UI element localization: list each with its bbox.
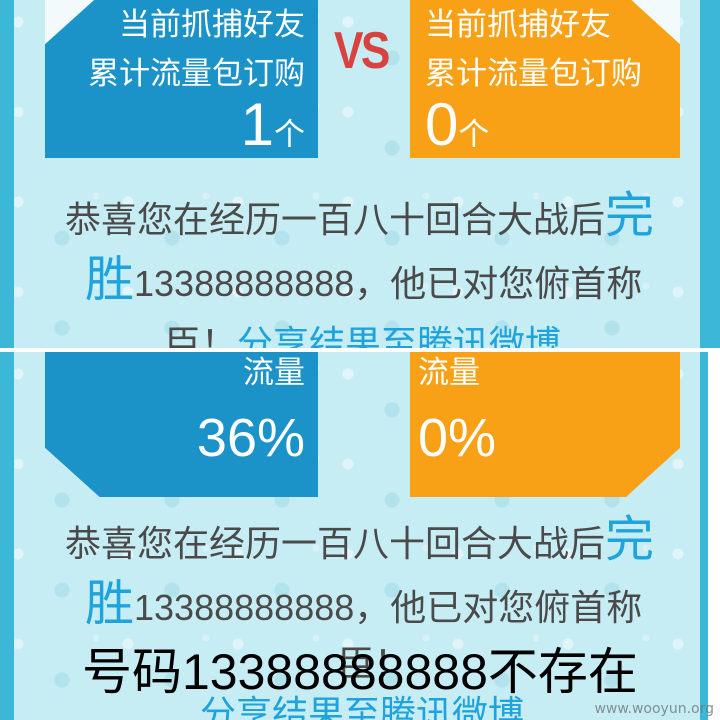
card-background [45,0,318,158]
friend-result-card: 当前抓捕好友 累计流量包订购 0个 [410,0,680,158]
vs-label: VS [334,22,390,80]
card-background [410,0,680,158]
result-message-line1: 恭喜您在经历一百八十回合大战后完 [65,188,654,248]
my-result-card: 当前抓捕好友 累计流量包订购 1个 [45,0,318,158]
right-white-strip [708,352,720,720]
card-subtitle: 累计流量包订购 [425,56,642,91]
left-border [0,0,14,348]
error-toast: 号码13388888888不存在 [82,644,638,700]
result-message-line3: 臣！分享结果至腾讯微博 [165,316,561,348]
message-text: 恭喜您在经历一百八十回合大战后 [65,523,606,564]
card-title: 当前抓捕好友 [119,7,305,42]
right-border [700,0,720,348]
count-unit: 个 [274,117,305,152]
message-text: 臣！ [165,323,238,348]
message-text: 恭喜您在经历一百八十回合大战后 [65,199,606,240]
my-traffic-card: 流量 36% [45,352,318,497]
share-to-weibo-link[interactable]: 分享结果至腾讯微博 [237,323,562,348]
message-text: 13388888888，他已对您俯首称 [134,587,643,628]
message-text: 13388888888，他已对您俯首称 [134,263,643,304]
message-highlight: 完 [605,513,655,567]
result-message-line2: 胜13388888888，他已对您俯首称 [85,576,642,636]
result-message-line4: 分享结果至腾讯微博 [200,686,524,720]
left-border [0,352,14,720]
message-highlight: 完 [605,189,655,243]
card-background [45,352,318,497]
card-subtitle: 累计流量包订购 [88,56,305,91]
share-to-weibo-link[interactable]: 分享结果至腾讯微博 [200,693,525,720]
watermark: www.wooyun.org [594,701,714,717]
result-message-line2: 胜13388888888，他已对您俯首称 [85,252,642,312]
card-count: 1个 [241,94,305,166]
friend-traffic-card: 流量 0% [410,352,680,497]
count-value: 0 [425,91,459,158]
bottom-panel: 流量 36% 流量 0% 恭喜您在经历一百八十回合大战后完 胜133888888… [0,352,720,720]
top-panel: 当前抓捕好友 累计流量包订购 1个 VS 当前抓捕好友 累计流量包订购 0个 恭… [0,0,720,348]
message-text: 臣！ [338,643,411,684]
card-count: 0个 [425,94,489,166]
traffic-label: 流量 [418,355,480,390]
traffic-label: 流量 [243,355,305,390]
result-message-line1: 恭喜您在经历一百八十回合大战后完 [65,512,654,572]
result-message-line3: 臣！ [338,636,410,692]
traffic-percent: 0% [418,408,497,468]
traffic-percent: 36% [196,408,305,468]
message-highlight: 胜 [85,577,135,631]
message-highlight: 胜 [85,253,135,307]
card-title: 当前抓捕好友 [425,7,611,42]
card-background [410,352,680,497]
count-value: 1 [240,91,274,158]
count-unit: 个 [458,117,490,152]
